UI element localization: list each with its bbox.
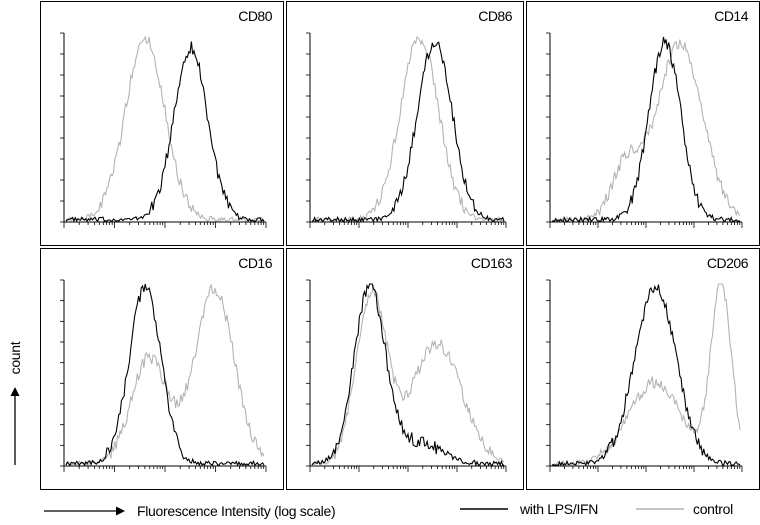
panel-frame [526,248,760,490]
series-with-lps-ifn [551,284,741,467]
panel-title: CD80 [238,8,273,24]
series-with-lps-ifn [311,283,504,467]
panel-cd163: CD163 [286,248,524,490]
panel-title: CD14 [714,8,749,24]
panel-frame [40,1,284,246]
histogram-panels: CD80 CD86 CD14 CD16 CD163 CD206 [40,1,760,490]
panel-title: CD206 [707,255,749,271]
x-axis-arrow-head [116,506,125,516]
x-axis-label: Fluorescence Intensity (log scale) [137,503,335,519]
panel-cd206: CD206 [526,248,760,490]
panel-frame [40,248,284,490]
series-with-lps-ifn [311,41,505,223]
x-axis-label-group: Fluorescence Intensity (log scale) [44,503,336,519]
series-with-lps-ifn [65,41,265,223]
y-axis-label: count [7,341,23,374]
series-control [311,284,505,467]
y-axis-label-group: count [7,341,23,465]
panel-cd14: CD14 [526,1,760,246]
y-axis-arrow-head [10,387,20,396]
legend-label-with-lps: with LPS/IFN [519,501,598,517]
panel-title: CD86 [478,8,513,24]
panel-cd86: CD86 [286,1,524,246]
panel-frame [286,1,524,246]
series-control [65,35,265,223]
panel-frame [286,248,524,490]
legend: with LPS/IFN control [460,501,733,517]
panel-cd80: CD80 [40,1,284,246]
series-control [551,283,741,467]
series-with-lps-ifn [552,36,741,223]
series-with-lps-ifn [65,283,265,467]
panel-title: CD163 [471,255,513,271]
panel-cd16: CD16 [40,248,284,490]
panel-title: CD16 [238,255,273,271]
legend-label-control: control [693,501,733,517]
panel-frame [526,1,760,246]
